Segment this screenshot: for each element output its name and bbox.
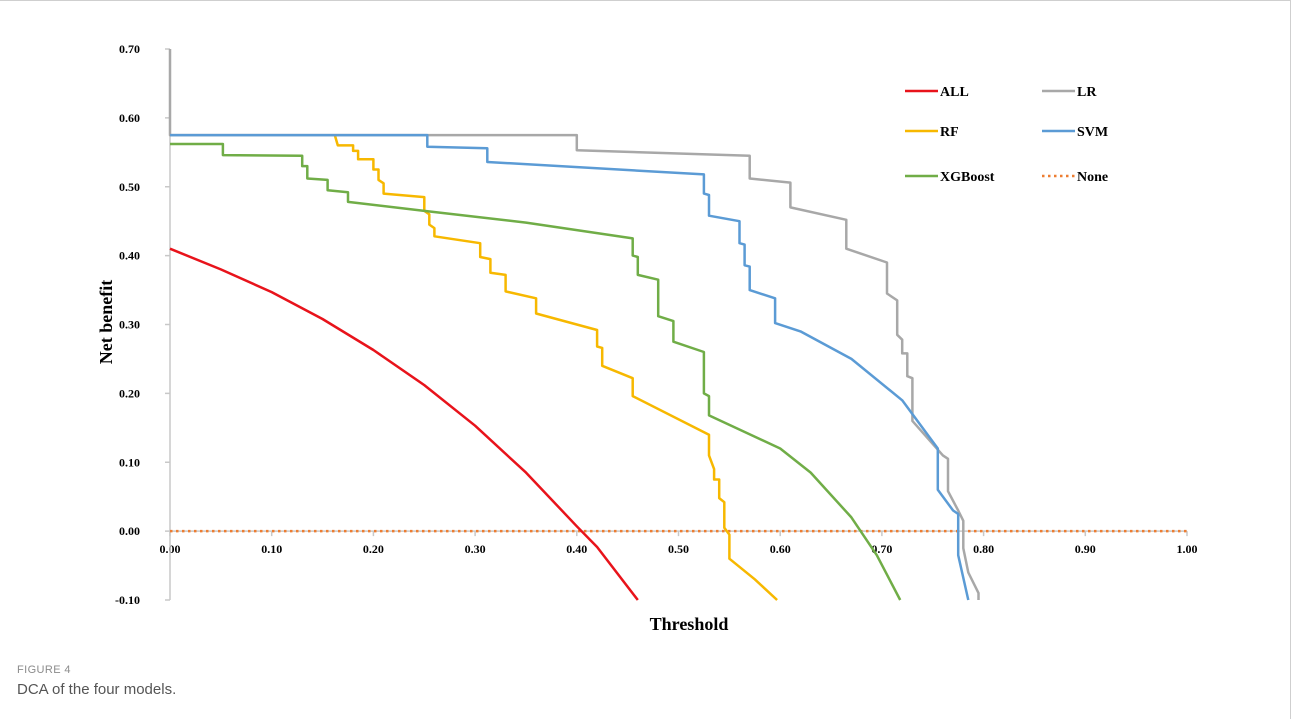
- x-axis-ticks: 0.00 0.10 0.20 0.30 0.40 0.50 0.60 0.70 0.80 0.90…: [160, 531, 1198, 556]
- x-tick-label: 0.40: [566, 542, 587, 556]
- figure-label: FIGURE 4: [17, 664, 71, 676]
- legend-label-all: ALL: [940, 85, 969, 100]
- y-tick-label: 0.00: [119, 524, 140, 538]
- y-tick-label: -0.10: [115, 593, 140, 607]
- legend-label-rf: RF: [940, 125, 959, 140]
- x-tick-label: 0.90: [1075, 542, 1096, 556]
- x-tick-label: 1.00: [1177, 542, 1198, 556]
- series-line-lr: [168, 49, 980, 600]
- dca-chart: 0.70 0.60 0.50 0.40 0.30 0.20 0.10 0.00 -0.10 0.…: [96, 42, 1198, 634]
- x-tick-label: 0.30: [465, 542, 486, 556]
- x-tick-label: 0.10: [261, 542, 282, 556]
- x-tick-label: 0.50: [668, 542, 689, 556]
- x-axis-title: Threshold: [650, 614, 729, 634]
- figure-caption: DCA of the four models.: [17, 681, 177, 698]
- legend-label-svm: SVM: [1077, 125, 1108, 140]
- series-line-all: [169, 247, 639, 601]
- series-line-svm: [170, 133, 970, 601]
- y-tick-label: 0.40: [119, 249, 140, 263]
- series-layer: [168, 49, 1187, 601]
- x-tick-label: 0.20: [363, 542, 384, 556]
- y-tick-label: 0.20: [119, 386, 140, 400]
- y-axis-title: Net benefit: [96, 280, 116, 364]
- x-tick-label: 0.70: [871, 542, 892, 556]
- legend-label-none: None: [1077, 170, 1108, 185]
- y-tick-label: 0.10: [119, 455, 140, 469]
- y-axis-ticks: 0.70 0.60 0.50 0.40 0.30 0.20 0.10 0.00 -0.10: [115, 42, 170, 607]
- x-tick-label: 0.60: [770, 542, 791, 556]
- series-line-xgboost: [170, 142, 902, 601]
- legend-label-lr: LR: [1077, 85, 1097, 100]
- y-tick-label: 0.60: [119, 111, 140, 125]
- series-line-rf: [333, 134, 778, 601]
- y-tick-label: 0.50: [119, 180, 140, 194]
- y-tick-label: 0.30: [119, 318, 140, 332]
- x-tick-label: 0.80: [973, 542, 994, 556]
- y-tick-label: 0.70: [119, 42, 140, 56]
- legend-label-xgboost: XGBoost: [940, 170, 995, 185]
- legend: ALL LR RF SVM XGBoost None: [905, 85, 1108, 185]
